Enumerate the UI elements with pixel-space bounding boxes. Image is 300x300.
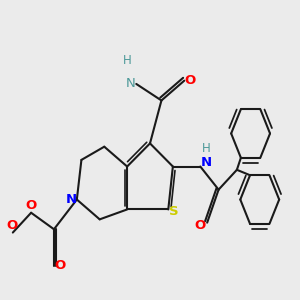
Text: O: O [26,199,37,212]
Text: O: O [6,219,17,232]
Text: O: O [184,74,196,87]
Text: S: S [169,205,178,218]
Text: N: N [126,77,135,91]
Text: O: O [195,220,206,232]
Text: H: H [202,142,210,155]
Text: H: H [123,54,131,67]
Text: N: N [200,156,211,169]
Text: O: O [54,259,65,272]
Text: N: N [66,193,77,206]
